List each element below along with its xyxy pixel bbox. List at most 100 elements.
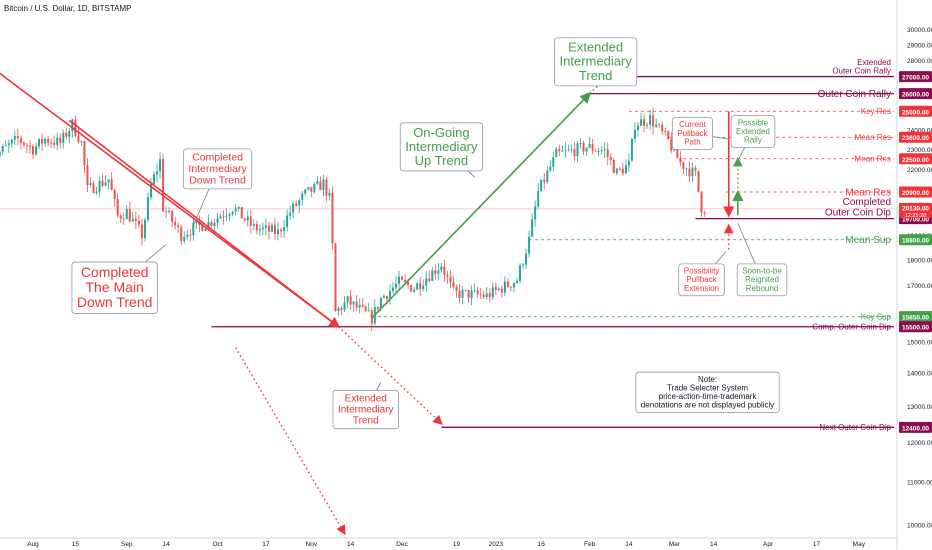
candle-body (567, 149, 570, 151)
candle-body (113, 189, 116, 199)
candle-body (146, 197, 149, 220)
candle-body (168, 210, 171, 212)
candle-body (594, 150, 597, 152)
candle-body (153, 174, 155, 185)
candle-body (177, 225, 180, 228)
candle-body (503, 281, 506, 293)
callout-text: Intermediary (405, 139, 478, 154)
callout-text: Extended (568, 40, 623, 55)
candle-body (171, 210, 174, 222)
callout-text: Down Trend (189, 174, 246, 186)
candle-body (691, 167, 694, 177)
candle-body (627, 160, 630, 166)
candle-body (473, 290, 476, 292)
candle-body (192, 222, 195, 236)
candle-body (376, 306, 379, 309)
x-tick-label: Aug (27, 541, 39, 548)
candle-body (10, 139, 13, 144)
level-price-tag (899, 153, 932, 165)
candle-body (35, 146, 38, 155)
candle-body (204, 229, 207, 231)
candle-body (658, 124, 661, 126)
candle-body (549, 166, 552, 171)
x-tick-label: 14 (625, 541, 633, 548)
candle-body (355, 301, 358, 308)
candle-body (391, 287, 394, 291)
candle-body (546, 170, 549, 183)
candle-body (292, 203, 295, 213)
candle-body (497, 288, 500, 290)
callout-text: Path (684, 137, 700, 146)
callout-text: Up Trend (415, 153, 468, 168)
candle-body (555, 149, 558, 158)
candle-body (80, 141, 83, 143)
candle-body (340, 308, 343, 311)
candle-body (630, 138, 633, 161)
candle-body (289, 212, 292, 216)
candle-body (437, 270, 440, 274)
candle-body (682, 162, 685, 169)
candle-body (77, 135, 80, 143)
level-price-tag-label: 27000.00 (902, 75, 929, 82)
candle-body (449, 276, 452, 282)
level-label: Outer Coin Dip (825, 208, 892, 219)
candle-body (582, 142, 585, 152)
callout-text: Down Trend (77, 294, 152, 310)
candle-body (482, 294, 485, 298)
candle-body (585, 147, 588, 152)
candle-body (528, 236, 531, 254)
x-tick-label: Oct (212, 541, 222, 548)
callout-text: price-action-time-trademark (659, 392, 758, 401)
candle-body (385, 296, 388, 299)
candle-body (652, 115, 655, 127)
candle-body (464, 289, 467, 291)
candle-body (349, 296, 352, 305)
candle-body (38, 138, 41, 147)
candle-body (640, 119, 643, 126)
level-price-tag-label: 18800.00 (902, 238, 929, 245)
candle-body (53, 142, 56, 145)
candle-body (25, 145, 28, 146)
candle-body (65, 132, 68, 137)
candle-body (364, 306, 367, 312)
candle-body (343, 302, 346, 311)
candle-body (588, 144, 591, 148)
candle-body (89, 183, 92, 186)
candle-body (149, 184, 152, 198)
candle-body (234, 208, 237, 212)
candle-body (325, 179, 328, 196)
x-tick-label: Apr (763, 541, 774, 548)
candle-body (162, 159, 165, 212)
candle-body (358, 305, 361, 308)
candle-body (512, 282, 515, 288)
candle-body (443, 266, 446, 275)
trend-line (68, 119, 340, 328)
candle-body (44, 138, 47, 144)
candle-body (180, 227, 183, 241)
candle-body (222, 216, 225, 218)
candle-body (195, 221, 198, 223)
candle-body (280, 229, 283, 232)
candle-body (267, 225, 270, 232)
candle-body (337, 308, 340, 312)
x-tick-label: 16 (538, 541, 546, 548)
level-price-tag (899, 234, 932, 246)
candle-body (137, 220, 140, 225)
candle-body (22, 142, 25, 146)
level-label: Completed (843, 197, 891, 208)
level-price-tag-label: 19700.00 (902, 217, 929, 224)
candle-body (125, 209, 128, 220)
candle-body (467, 289, 470, 299)
candle-body (395, 283, 397, 288)
candle-body (419, 283, 422, 289)
candle-body (116, 198, 119, 216)
candle-body (346, 296, 349, 303)
callout-box (736, 263, 788, 297)
candle-body (165, 211, 168, 212)
candle-body (56, 137, 59, 145)
candle-body (219, 216, 222, 219)
candle-body (413, 289, 416, 292)
candle-body (670, 139, 673, 151)
candle-body (295, 203, 298, 206)
